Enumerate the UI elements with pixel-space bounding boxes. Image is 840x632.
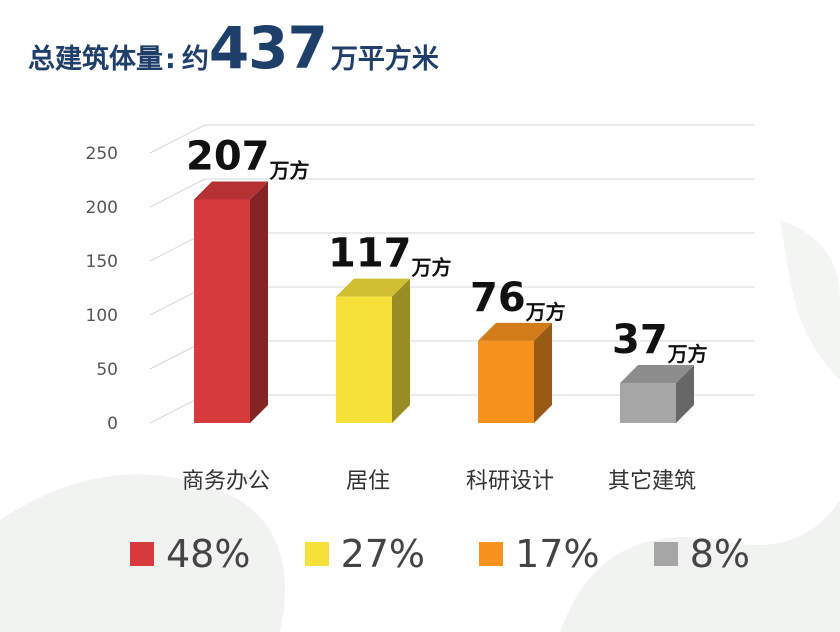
bar-3 xyxy=(620,365,694,423)
title-prefix: 约 xyxy=(181,44,209,75)
legend-item-2: 17% xyxy=(479,532,600,576)
title-unit: 万平方米 xyxy=(330,44,439,75)
bar-top xyxy=(336,278,410,297)
bar-front xyxy=(336,296,392,423)
x-tick-label: 商务办公 xyxy=(182,469,270,494)
bar-top xyxy=(620,365,694,384)
bar-side xyxy=(534,322,552,423)
legend-label: 48% xyxy=(166,532,251,576)
title-label: 总建筑体量 xyxy=(28,44,163,75)
y-tick-label: 150 xyxy=(86,252,118,272)
value-label: 76万方 xyxy=(470,275,566,324)
y-axis-ticks: 0 50 100 150 200 250 xyxy=(86,144,118,434)
legend-item-1: 27% xyxy=(304,532,426,576)
y-tick-label: 200 xyxy=(86,198,118,218)
gridline-side-4 xyxy=(149,178,206,208)
bars xyxy=(194,181,694,423)
legend-label: 17% xyxy=(515,532,600,576)
bar-front xyxy=(194,199,250,423)
chart-title: 总建筑体量 : 约 437 万平方米 xyxy=(28,14,439,94)
bar-2 xyxy=(478,322,552,423)
value-number: 207 xyxy=(186,133,270,179)
gridline-side-5 xyxy=(149,124,206,154)
bar-front xyxy=(478,340,534,423)
value-unit: 万方 xyxy=(667,342,708,366)
bar-top xyxy=(194,181,268,200)
x-axis-labels: 商务办公 居住 科研设计 其它建筑 xyxy=(182,469,696,494)
bar-front xyxy=(620,383,676,423)
value-label: 207万方 xyxy=(186,133,310,182)
legend-swatch xyxy=(130,542,154,566)
legend-swatch xyxy=(304,542,329,566)
legend-item-3: 8% xyxy=(653,532,750,576)
value-unit: 万方 xyxy=(269,158,310,182)
value-number: 37 xyxy=(612,317,668,363)
value-unit: 万方 xyxy=(411,256,452,280)
bar-top xyxy=(478,322,552,341)
legend-item-0: 48% xyxy=(130,532,250,576)
bar-1 xyxy=(336,278,410,423)
value-number: 117 xyxy=(328,231,412,277)
grid-lines xyxy=(149,124,755,424)
title-separator: : xyxy=(165,44,176,75)
bar-side xyxy=(676,365,694,423)
y-tick-label: 250 xyxy=(86,144,118,164)
bar-side xyxy=(250,181,268,423)
x-tick-label: 科研设计 xyxy=(466,469,554,494)
y-tick-label: 0 xyxy=(107,414,118,434)
y-tick-label: 100 xyxy=(86,306,118,326)
bar-0 xyxy=(194,181,268,423)
y-tick-label: 50 xyxy=(96,360,118,380)
legend-swatch xyxy=(653,542,678,566)
x-tick-label: 居住 xyxy=(346,469,390,494)
legend-swatch xyxy=(479,542,504,566)
value-label: 37万方 xyxy=(612,317,708,366)
bar-side xyxy=(392,278,410,423)
legend-label: 8% xyxy=(689,532,750,576)
x-tick-label: 其它建筑 xyxy=(608,469,696,494)
legend: 48% 27% 17% 8% xyxy=(130,530,750,578)
legend-label: 27% xyxy=(340,532,426,576)
value-number: 76 xyxy=(470,275,526,321)
value-unit: 万方 xyxy=(525,300,566,324)
title-value: 437 xyxy=(208,14,328,82)
value-label: 117万方 xyxy=(328,231,452,280)
